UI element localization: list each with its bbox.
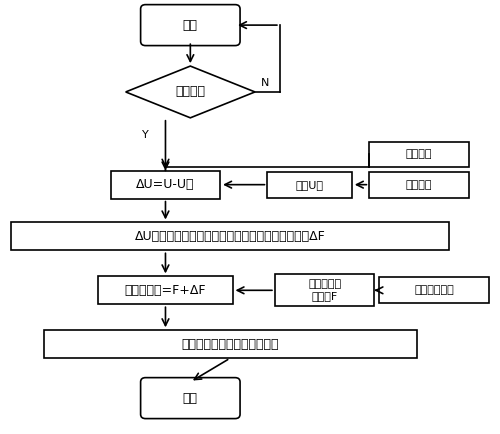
Text: 采样开始: 采样开始 <box>176 85 206 99</box>
Text: N: N <box>260 78 269 89</box>
Text: ΔU放入电压差值比较模型中比较，输出送丝变化量ΔF: ΔU放入电压差值比较模型中比较，输出送丝变化量ΔF <box>134 230 326 243</box>
FancyBboxPatch shape <box>140 5 240 46</box>
Bar <box>111 171 220 199</box>
Text: 向送丝机输出总送丝速度信号: 向送丝机输出总送丝速度信号 <box>182 338 279 351</box>
Bar <box>268 172 352 197</box>
Text: 总送丝速度=F+ΔF: 总送丝速度=F+ΔF <box>124 284 206 297</box>
FancyBboxPatch shape <box>140 378 240 419</box>
Bar <box>380 277 488 303</box>
Bar <box>275 274 374 306</box>
Text: 计算U标: 计算U标 <box>296 180 324 190</box>
Text: 结束: 结束 <box>183 391 198 404</box>
Text: 电流采憨: 电流采憨 <box>406 180 432 190</box>
Bar <box>44 330 416 358</box>
Bar <box>370 141 469 168</box>
Text: 制造速度采样: 制造速度采样 <box>414 285 454 295</box>
Bar <box>98 276 232 304</box>
Text: ΔU=U-U标: ΔU=U-U标 <box>136 178 194 191</box>
Text: 开始: 开始 <box>183 19 198 32</box>
Bar <box>370 172 469 197</box>
Text: Y: Y <box>142 130 149 140</box>
Text: 计算基础送
丝速度F: 计算基础送 丝速度F <box>308 279 341 301</box>
Text: 电压采样: 电压采样 <box>406 149 432 159</box>
Bar <box>12 222 449 250</box>
Polygon shape <box>126 66 255 118</box>
